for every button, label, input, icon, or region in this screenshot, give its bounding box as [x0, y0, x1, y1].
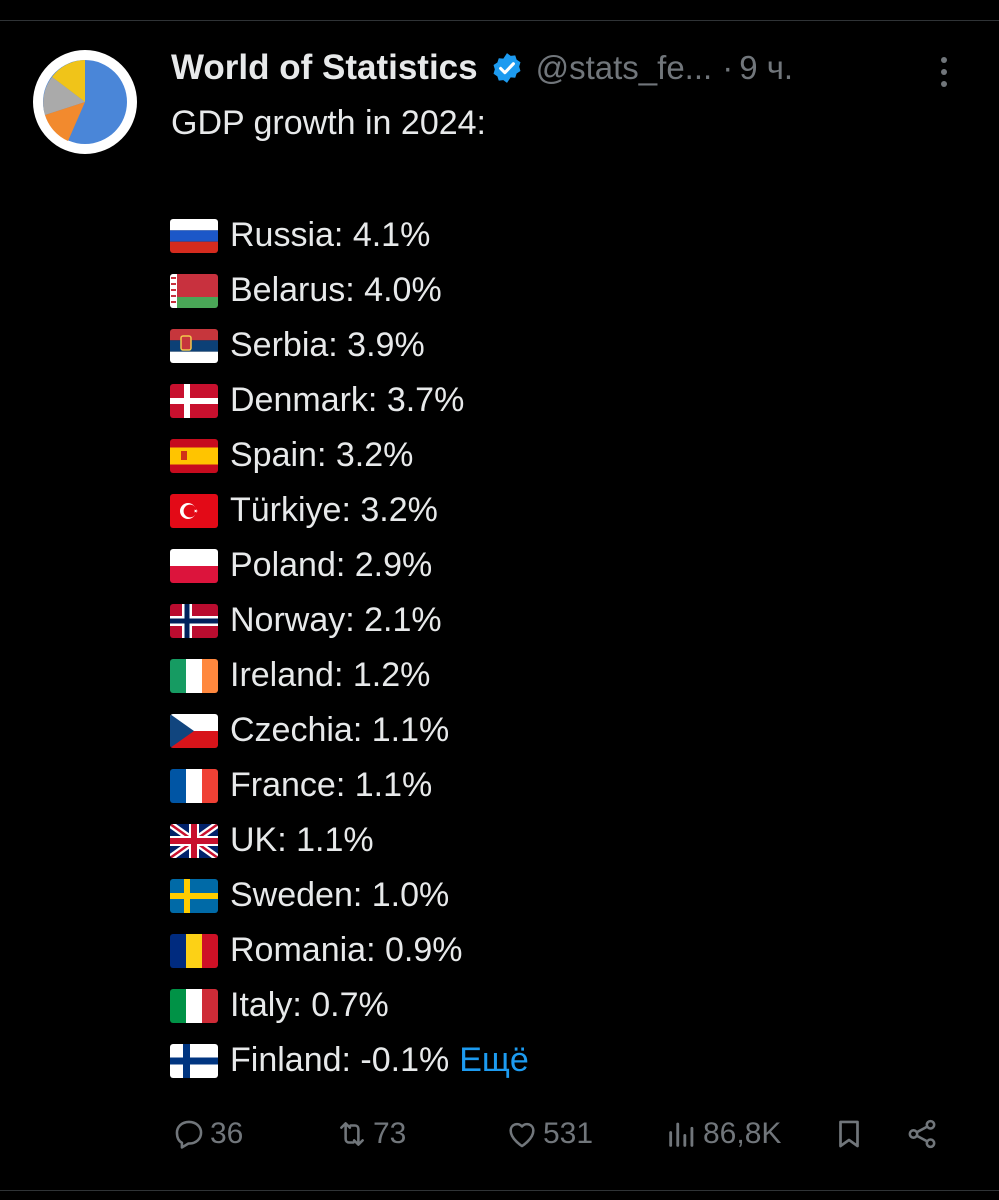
- more-dot-icon: [941, 69, 947, 75]
- list-item-text: Sweden: 1.0%: [230, 876, 450, 914]
- spain-flag-icon: [170, 438, 218, 473]
- post-time[interactable]: 9 ч.: [739, 49, 794, 86]
- serbia-flag-icon: [170, 328, 218, 363]
- list-item: Italy: 0.7%: [170, 978, 529, 1033]
- author-name[interactable]: World of Statistics: [171, 48, 478, 87]
- views-count: 86,8K: [703, 1117, 782, 1150]
- reply-icon: [175, 1120, 203, 1149]
- list-item: Finland: -0.1% Ещё: [170, 1033, 529, 1088]
- list-item-text: Serbia: 3.9%: [230, 326, 425, 364]
- verified-badge-icon[interactable]: [490, 51, 524, 85]
- heart-icon: [509, 1122, 535, 1148]
- list-item: France: 1.1%: [170, 758, 529, 813]
- list-item: UK: 1.1%: [170, 813, 529, 868]
- list-item: Russia: 4.1%: [170, 208, 529, 263]
- like-count: 531: [543, 1117, 594, 1150]
- reply-button[interactable]: 36: [172, 1108, 243, 1160]
- retweet-icon: [340, 1122, 364, 1146]
- list-item-text: Belarus: 4.0%: [230, 271, 442, 309]
- reply-count: 36: [210, 1117, 244, 1150]
- list-item: Belarus: 4.0%: [170, 263, 529, 318]
- tweet-header: World of Statistics @stats_fe... · 9 ч.: [171, 44, 793, 92]
- list-item-text: Türkiye: 3.2%: [230, 491, 438, 529]
- poland-flag-icon: [170, 548, 218, 583]
- pie-chart-logo-icon: [43, 60, 127, 144]
- romania-flag-icon: [170, 933, 218, 968]
- bookmark-button[interactable]: [832, 1108, 870, 1160]
- action-bar: 36 73 531 86,8K: [0, 1108, 999, 1160]
- tweet-intro: GDP growth in 2024:: [171, 104, 486, 142]
- list-item-text: Russia: 4.1%: [230, 216, 431, 254]
- norway-flag-icon: [170, 603, 218, 638]
- turkiye-flag-icon: [170, 493, 218, 528]
- list-item: Sweden: 1.0%: [170, 868, 529, 923]
- list-item: Denmark: 3.7%: [170, 373, 529, 428]
- denmark-flag-icon: [170, 383, 218, 418]
- share-button[interactable]: [905, 1108, 943, 1160]
- top-divider: [0, 20, 999, 21]
- list-item-text: Spain: 3.2%: [230, 436, 414, 474]
- more-dot-icon: [941, 81, 947, 87]
- uk-flag-icon: [170, 823, 218, 858]
- author-handle[interactable]: @stats_fe...: [535, 49, 713, 86]
- time-separator: ·: [722, 49, 734, 86]
- avatar[interactable]: [33, 50, 137, 154]
- share-icon: [908, 1119, 936, 1149]
- gdp-list: Russia: 4.1% Belarus: 4.0% Serbia: 3.9% …: [170, 208, 529, 1088]
- list-item-text: Romania: 0.9%: [230, 931, 463, 969]
- list-item-text: UK: 1.1%: [230, 821, 374, 859]
- list-item-text: Finland: -0.1%: [230, 1041, 450, 1079]
- list-item: Poland: 2.9%: [170, 538, 529, 593]
- retweet-button[interactable]: 73: [335, 1108, 406, 1160]
- belarus-flag-icon: [170, 273, 218, 308]
- italy-flag-icon: [170, 988, 218, 1023]
- list-item: Spain: 3.2%: [170, 428, 529, 483]
- france-flag-icon: [170, 768, 218, 803]
- more-dot-icon: [941, 57, 947, 63]
- bottom-divider: [0, 1190, 999, 1191]
- views-chart-icon: [669, 1122, 694, 1147]
- list-item-text: France: 1.1%: [230, 766, 433, 804]
- list-item: Norway: 2.1%: [170, 593, 529, 648]
- more-options-button[interactable]: [926, 50, 962, 94]
- views-button[interactable]: 86,8K: [665, 1108, 781, 1160]
- czechia-flag-icon: [170, 713, 218, 748]
- sweden-flag-icon: [170, 878, 218, 913]
- finland-flag-icon: [170, 1043, 218, 1078]
- list-item-text: Poland: 2.9%: [230, 546, 433, 584]
- list-item: Ireland: 1.2%: [170, 648, 529, 703]
- list-item-text: Czechia: 1.1%: [230, 711, 450, 749]
- list-item-text: Denmark: 3.7%: [230, 381, 465, 419]
- list-item: Czechia: 1.1%: [170, 703, 529, 758]
- list-item-text: Italy: 0.7%: [230, 986, 389, 1024]
- list-item: Türkiye: 3.2%: [170, 483, 529, 538]
- list-item: Romania: 0.9%: [170, 923, 529, 978]
- list-item: Serbia: 3.9%: [170, 318, 529, 373]
- bookmark-icon: [839, 1120, 859, 1148]
- retweet-count: 73: [373, 1117, 407, 1150]
- like-button[interactable]: 531: [505, 1108, 593, 1160]
- ireland-flag-icon: [170, 658, 218, 693]
- list-item-text: Norway: 2.1%: [230, 601, 442, 639]
- show-more-link[interactable]: Ещё: [459, 1041, 529, 1079]
- list-item-text: Ireland: 1.2%: [230, 656, 431, 694]
- russia-flag-icon: [170, 218, 218, 253]
